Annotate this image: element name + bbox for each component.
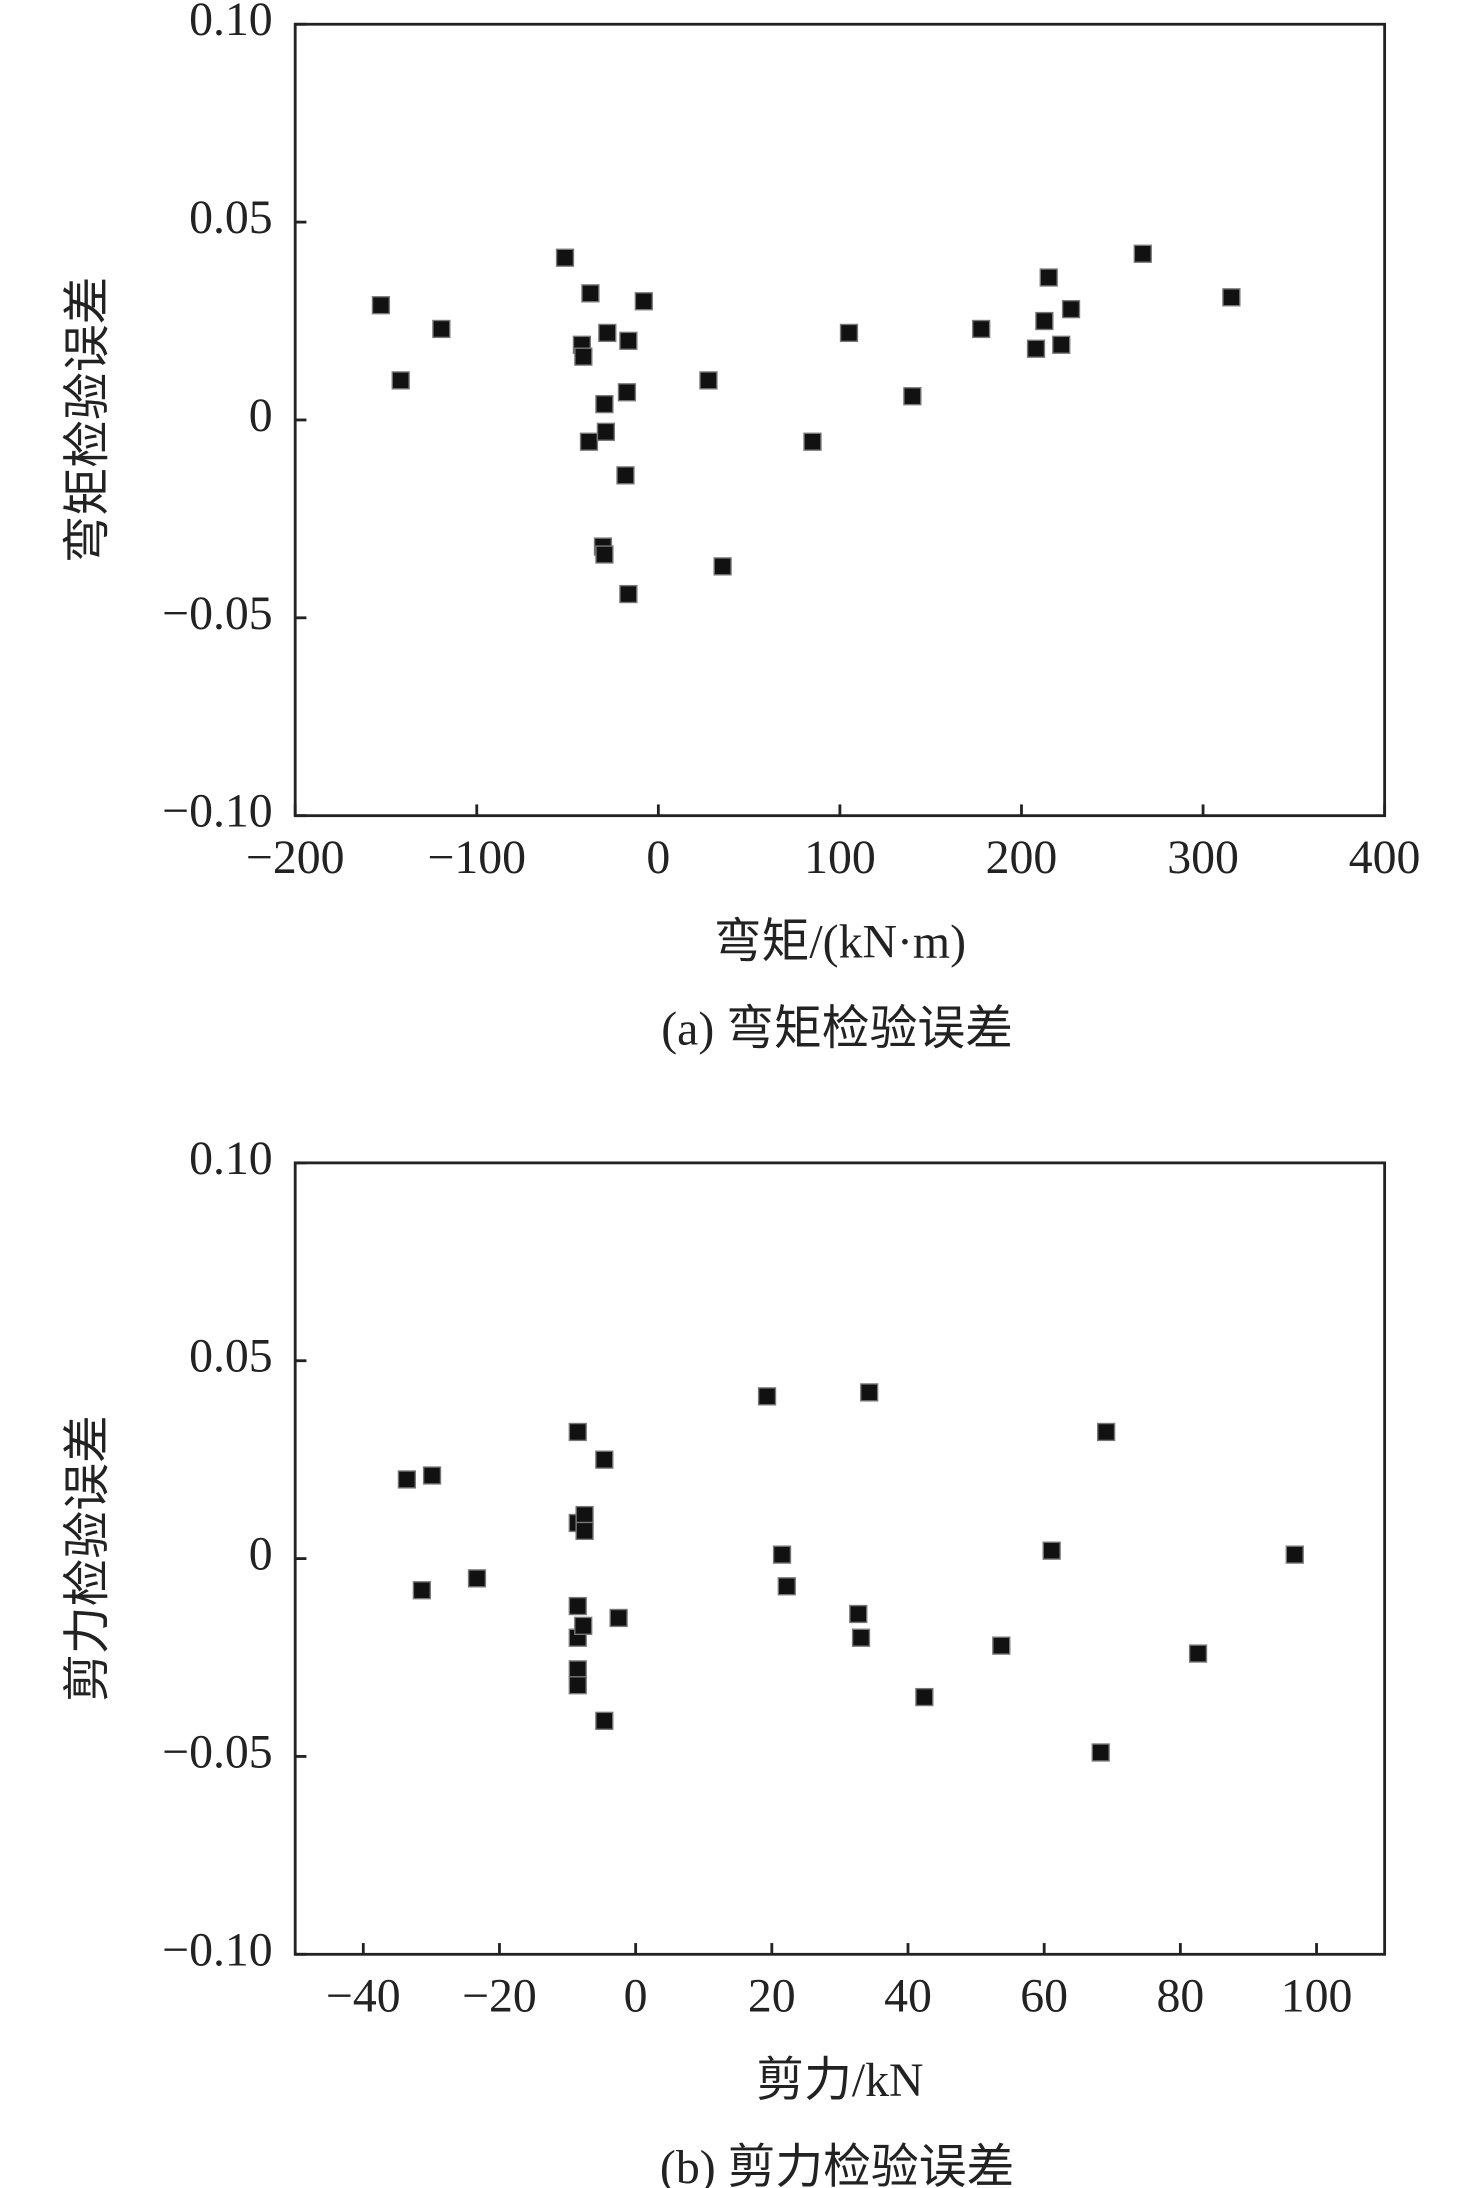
y-tick-label: 0.05 [189,191,273,244]
point [371,296,391,315]
point [617,383,637,402]
point [851,1628,871,1647]
point [699,371,718,390]
x-tick-label: −20 [462,1970,537,2023]
point [992,1636,1011,1655]
point [1061,300,1081,319]
point [391,371,410,390]
point [609,1608,628,1628]
point [1042,1541,1061,1560]
point [412,1581,431,1600]
x-axis-label: 剪力/kN [756,2054,923,2107]
point [596,422,616,441]
y-tick-label: 0 [249,389,273,442]
x-tick-label: −100 [427,831,526,884]
point [616,466,635,485]
point [1188,1644,1208,1663]
x-tick-label: 0 [624,1970,648,2023]
x-tick-label: 40 [884,1970,932,2023]
x-tick-label: 100 [804,831,876,884]
point [1035,311,1054,331]
y-tick-label: −0.05 [162,1725,273,1778]
point [568,1676,587,1695]
y-tick-label: −0.05 [162,587,273,640]
point [574,347,593,366]
point [598,323,617,343]
point [1052,335,1071,354]
point [915,1687,934,1707]
y-tick-label: 0.05 [189,1330,273,1383]
point [422,1466,442,1485]
point [860,1383,879,1402]
y-tick-label: 0.10 [189,1132,273,1185]
point [397,1470,417,1489]
point [568,1596,587,1616]
x-tick-label: 0 [646,831,670,884]
point [1039,268,1058,287]
point [713,557,732,576]
y-axis-label: 剪力检验误差 [62,1415,115,1702]
point [1133,244,1152,263]
x-tick-label: 400 [1349,831,1421,884]
point [972,319,991,339]
plot-frame [293,1161,1387,1956]
point [579,432,599,451]
x-tick-label: 300 [1167,831,1239,884]
point [803,432,822,451]
point [581,284,600,303]
x-tick-label: 80 [1156,1970,1204,2023]
point [575,1521,594,1541]
caption: (a) 弯矩检验误差 [661,1003,1013,1056]
point [595,545,614,564]
point [619,584,638,604]
x-tick-label: −200 [246,831,345,884]
y-tick-label: 0.10 [189,0,273,46]
point [467,1569,487,1588]
point [568,1660,587,1679]
point [568,1422,587,1442]
point [1097,1422,1116,1442]
x-tick-label: −40 [326,1970,401,2023]
point [619,331,638,350]
point [595,1450,614,1469]
point [772,1545,792,1564]
point [1026,339,1046,358]
point [757,1387,777,1406]
point [1091,1743,1110,1762]
point [555,248,575,267]
point [574,1616,593,1635]
caption: (b) 剪力检验误差 [660,2141,1014,2188]
point [1222,288,1241,307]
y-tick-label: −0.10 [162,785,273,838]
point [634,292,653,311]
plot-frame [293,22,1387,818]
point [777,1577,796,1596]
x-tick-label: 200 [986,831,1058,884]
y-tick-label: 0 [249,1528,273,1581]
x-tick-label: 60 [1020,1970,1068,2023]
point [839,323,859,343]
point [1285,1545,1304,1564]
point [903,387,922,406]
x-axis-label: 弯矩/(kN·m) [714,915,966,968]
point [595,394,614,414]
point [849,1604,868,1624]
point [595,1711,614,1730]
y-axis-label: 弯矩检验误差 [62,277,115,564]
point [575,1505,594,1525]
y-tick-label: −0.10 [162,1923,273,1976]
point [432,319,451,339]
x-tick-label: 20 [748,1970,796,2023]
x-tick-label: 100 [1281,1970,1353,2023]
